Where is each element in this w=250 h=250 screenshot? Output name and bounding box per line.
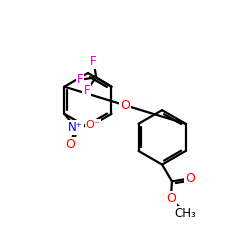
Text: N⁺: N⁺ [68,121,83,134]
Text: F: F [77,73,84,86]
Text: O: O [185,172,195,185]
Text: O: O [166,192,176,205]
Text: CH₃: CH₃ [175,206,197,220]
Text: O: O [120,99,130,112]
Text: F: F [90,55,97,68]
Text: O⁻: O⁻ [86,120,100,130]
Text: F: F [84,84,90,97]
Text: O: O [66,138,76,151]
